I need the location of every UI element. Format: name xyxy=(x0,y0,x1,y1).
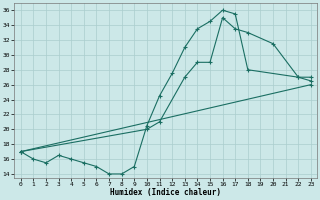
X-axis label: Humidex (Indice chaleur): Humidex (Indice chaleur) xyxy=(110,188,221,197)
